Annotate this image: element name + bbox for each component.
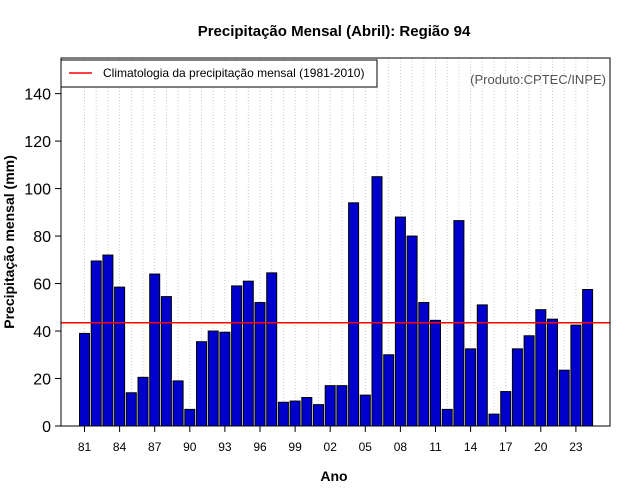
y-tick-label: 120	[24, 134, 51, 151]
bar	[488, 413, 500, 427]
bar	[336, 385, 348, 427]
bar	[219, 331, 231, 427]
bar	[348, 202, 360, 427]
bar-series	[79, 176, 594, 427]
bar	[231, 285, 243, 427]
bar	[570, 324, 582, 427]
bar	[184, 408, 196, 427]
bar	[324, 385, 336, 427]
x-tick-label: 93	[218, 440, 232, 454]
bar	[207, 330, 219, 427]
x-tick-label: 14	[464, 440, 478, 454]
x-tick-label: 11	[429, 440, 442, 454]
bar	[160, 296, 172, 427]
bar	[511, 348, 523, 427]
bar	[137, 376, 149, 427]
bar	[125, 392, 137, 427]
chart-title: Precipitação Mensal (Abril): Região 94	[198, 23, 471, 40]
bar	[277, 401, 289, 427]
x-tick-label: 17	[499, 440, 513, 454]
bar	[196, 341, 207, 427]
bar	[172, 380, 184, 427]
bar	[114, 286, 126, 427]
bar	[500, 391, 512, 427]
legend-label: Climatologia da precipitação mensal (198…	[103, 66, 364, 80]
bar	[558, 369, 570, 427]
y-tick-label: 100	[24, 182, 51, 199]
x-axis-title: Ano	[320, 468, 347, 484]
bar	[266, 272, 278, 427]
bar	[547, 318, 558, 427]
x-tick-label: 96	[253, 440, 267, 454]
y-tick-label: 0	[42, 419, 51, 436]
bar	[371, 176, 383, 427]
y-tick-label: 140	[24, 87, 51, 104]
plot-frame	[60, 57, 611, 427]
legend: Climatologia da precipitação mensal (198…	[60, 59, 378, 88]
y-tick-label: 80	[33, 229, 51, 246]
bar	[79, 332, 90, 427]
y-tick-label: 60	[33, 277, 51, 294]
y-tick-label: 20	[33, 372, 51, 389]
bar	[441, 408, 453, 427]
x-axis: 81 84 87 90 93 96 99 02 05 08 11 14 17 20 23	[78, 426, 583, 454]
bar	[582, 288, 594, 427]
x-tick-label: 05	[359, 440, 373, 454]
bar	[465, 348, 477, 427]
x-tick-label: 87	[148, 440, 162, 454]
bar	[102, 254, 114, 427]
bar	[430, 319, 441, 427]
x-tick-label: 99	[288, 440, 302, 454]
bar	[254, 302, 266, 427]
y-axis: 0 20 40 60 80 100 120 140	[24, 87, 61, 436]
bar	[394, 216, 406, 427]
bar	[418, 302, 430, 427]
bar	[313, 404, 324, 427]
bar	[535, 309, 547, 427]
x-tick-label: 90	[183, 440, 197, 454]
bar	[149, 273, 161, 427]
y-tick-label: 40	[33, 324, 51, 341]
bar	[406, 235, 418, 427]
x-tick-label: 23	[569, 440, 583, 454]
x-tick-label: 20	[534, 440, 548, 454]
x-tick-label: 08	[394, 440, 408, 454]
bar	[289, 400, 301, 427]
legend-box	[60, 59, 378, 88]
bar	[301, 397, 313, 427]
bar	[523, 335, 535, 427]
y-axis-title: Precipitação mensal (mm)	[1, 155, 17, 329]
x-tick-label: 81	[78, 440, 92, 454]
x-tick-label: 02	[324, 440, 338, 454]
bar	[359, 394, 371, 427]
bar	[90, 260, 102, 427]
bar	[383, 354, 395, 427]
product-credit: (Produto:CPTEC/INPE)	[470, 72, 606, 87]
x-tick-label: 84	[113, 440, 127, 454]
bar	[242, 280, 254, 427]
